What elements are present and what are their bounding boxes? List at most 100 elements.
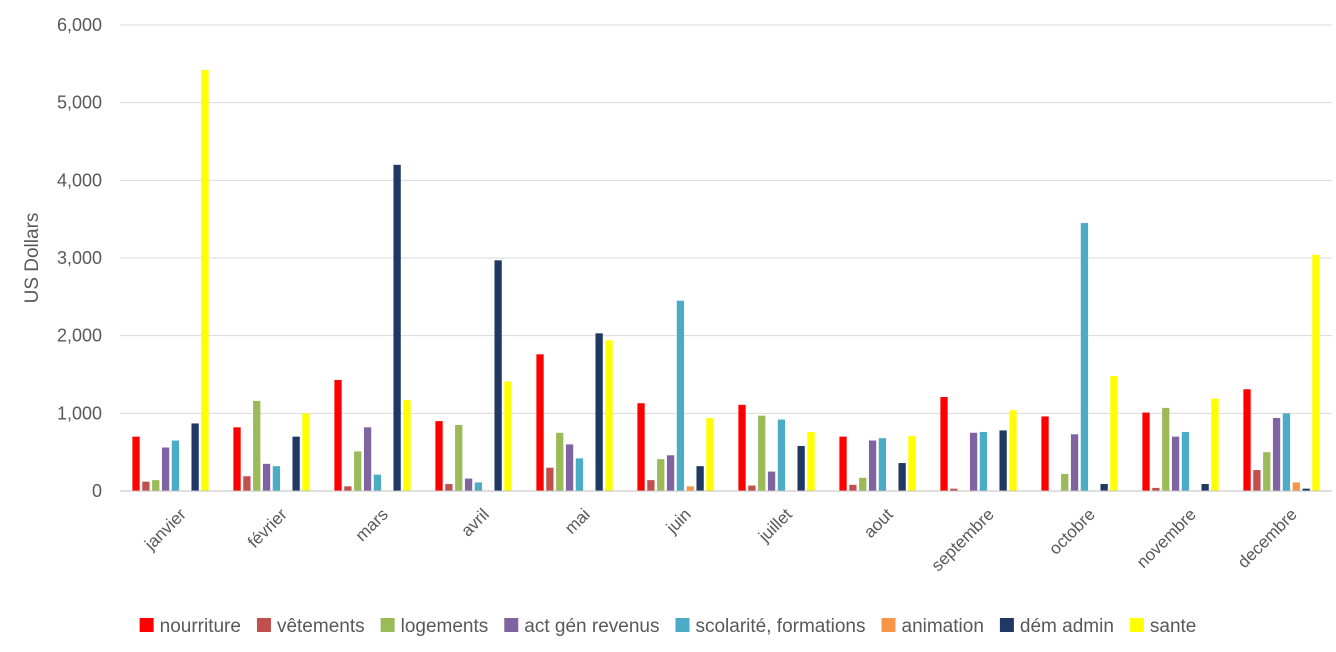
legend-item: animation <box>881 616 984 637</box>
bar-d-m-admin-8 <box>999 430 1007 491</box>
bar-d-m-admin-4 <box>595 333 603 491</box>
x-tick-label: juillet <box>754 505 796 547</box>
bar-d-m-admin-3 <box>494 260 502 491</box>
bar-logements-6 <box>758 415 766 491</box>
y-axis-ticks: 0 1,000 2,000 3,000 4,000 5,000 6,000 <box>57 15 102 501</box>
bar-sante-4 <box>605 340 613 491</box>
bar-scolarit-formations-2 <box>373 474 382 491</box>
x-tick-label: octobre <box>1045 505 1099 559</box>
legend-item: scolarité, formations <box>675 616 866 637</box>
x-tick-label: juin <box>662 505 695 538</box>
bar-nourriture-1 <box>233 427 241 491</box>
x-tick-label: aout <box>860 505 897 542</box>
bar-scolarit-formations-0 <box>171 440 180 491</box>
bar-v-tements-4 <box>546 467 554 491</box>
bar-v-tements-1 <box>243 476 251 491</box>
legend-swatch <box>999 618 1014 632</box>
bar-nourriture-0 <box>132 436 140 491</box>
bar-sante-0 <box>201 70 209 492</box>
bar-logements-4 <box>556 432 564 491</box>
bar-v-tements-6 <box>748 485 756 491</box>
bar-act-g-n-revenus-8 <box>969 432 978 491</box>
x-tick-label: avril <box>457 505 492 540</box>
bar-nourriture-3 <box>435 421 443 491</box>
bar-nourriture-6 <box>738 404 746 491</box>
bar-nourriture-7 <box>839 436 847 491</box>
bar-act-g-n-revenus-0 <box>161 447 170 491</box>
bar-scolarit-formations-7 <box>878 438 887 491</box>
bar-logements-3 <box>455 424 463 491</box>
bar-sante-5 <box>706 417 714 491</box>
legend-item: sante <box>1129 616 1196 637</box>
bar-d-m-admin-5 <box>696 466 704 491</box>
bar-animation-11 <box>1292 482 1300 491</box>
bar-act-g-n-revenus-6 <box>767 471 776 491</box>
legend-label: scolarité, formations <box>695 616 865 637</box>
bar-v-tements-0 <box>142 481 150 491</box>
x-tick-label: novembre <box>1133 505 1200 572</box>
bar-sante-3 <box>504 381 512 491</box>
bar-act-g-n-revenus-3 <box>464 478 473 491</box>
bar-logements-9 <box>1061 473 1069 491</box>
bar-logements-1 <box>253 400 261 491</box>
bar-act-g-n-revenus-1 <box>262 463 271 491</box>
legend-label: logements <box>401 616 489 637</box>
gridlines <box>120 24 1332 414</box>
bar-nourriture-8 <box>940 397 948 491</box>
legend-label: nourriture <box>160 616 241 637</box>
x-tick-label: septembre <box>928 505 998 575</box>
legend-swatch <box>675 618 690 632</box>
legend: nourriture vêtements logements act gén reve… <box>139 616 1196 637</box>
bar-d-m-admin-7 <box>898 463 906 491</box>
bar-d-m-admin-10 <box>1201 484 1209 491</box>
bar-sante-9 <box>1110 376 1118 491</box>
bar-v-tements-3 <box>445 484 453 491</box>
bar-sante-11 <box>1312 254 1320 491</box>
y-tick-label: 4,000 <box>57 170 102 190</box>
bar-scolarit-formations-8 <box>979 431 988 491</box>
legend-item: logements <box>380 616 489 637</box>
legend-item: vêtements <box>256 616 365 637</box>
x-tick-label: decembre <box>1234 505 1301 572</box>
bar-d-m-admin-9 <box>1100 484 1108 491</box>
y-tick-label: 1,000 <box>57 403 102 423</box>
y-tick-label: 6,000 <box>57 15 102 35</box>
bar-sante-1 <box>302 413 310 491</box>
bar-logements-5 <box>657 459 665 491</box>
bar-nourriture-11 <box>1243 389 1251 491</box>
bar-scolarit-formations-11 <box>1282 413 1291 491</box>
legend-label: act gén revenus <box>524 616 659 637</box>
bars <box>132 70 1320 492</box>
bar-animation-5 <box>686 486 694 491</box>
y-axis-title: US Dollars <box>22 213 43 304</box>
bar-scolarit-formations-5 <box>676 300 685 491</box>
bar-d-m-admin-1 <box>292 436 300 491</box>
bar-d-m-admin-11 <box>1302 488 1310 491</box>
bar-v-tements-7 <box>849 484 857 491</box>
bar-nourriture-10 <box>1142 412 1150 491</box>
y-tick-label: 5,000 <box>57 93 102 113</box>
y-tick-label: 2,000 <box>57 326 102 346</box>
bar-scolarit-formations-1 <box>272 466 281 491</box>
bar-scolarit-formations-6 <box>777 419 786 491</box>
bar-act-g-n-revenus-2 <box>363 427 372 491</box>
x-tick-label: janvier <box>140 505 190 555</box>
bar-v-tements-2 <box>344 486 352 491</box>
bar-logements-2 <box>354 451 362 491</box>
bar-logements-7 <box>859 477 867 491</box>
bar-act-g-n-revenus-11 <box>1272 417 1281 491</box>
legend-swatch <box>380 618 395 632</box>
bar-sante-7 <box>908 435 916 491</box>
bar-scolarit-formations-10 <box>1181 431 1190 491</box>
legend-item: dém admin <box>999 616 1114 637</box>
bar-act-g-n-revenus-7 <box>868 440 877 491</box>
y-tick-label: 0 <box>92 481 102 501</box>
bar-v-tements-11 <box>1253 470 1261 491</box>
bar-sante-8 <box>1009 410 1017 491</box>
x-tick-label: février <box>244 505 291 552</box>
bar-nourriture-2 <box>334 379 342 491</box>
bar-nourriture-4 <box>536 354 544 491</box>
bar-logements-11 <box>1263 452 1271 491</box>
bar-scolarit-formations-3 <box>474 482 483 491</box>
